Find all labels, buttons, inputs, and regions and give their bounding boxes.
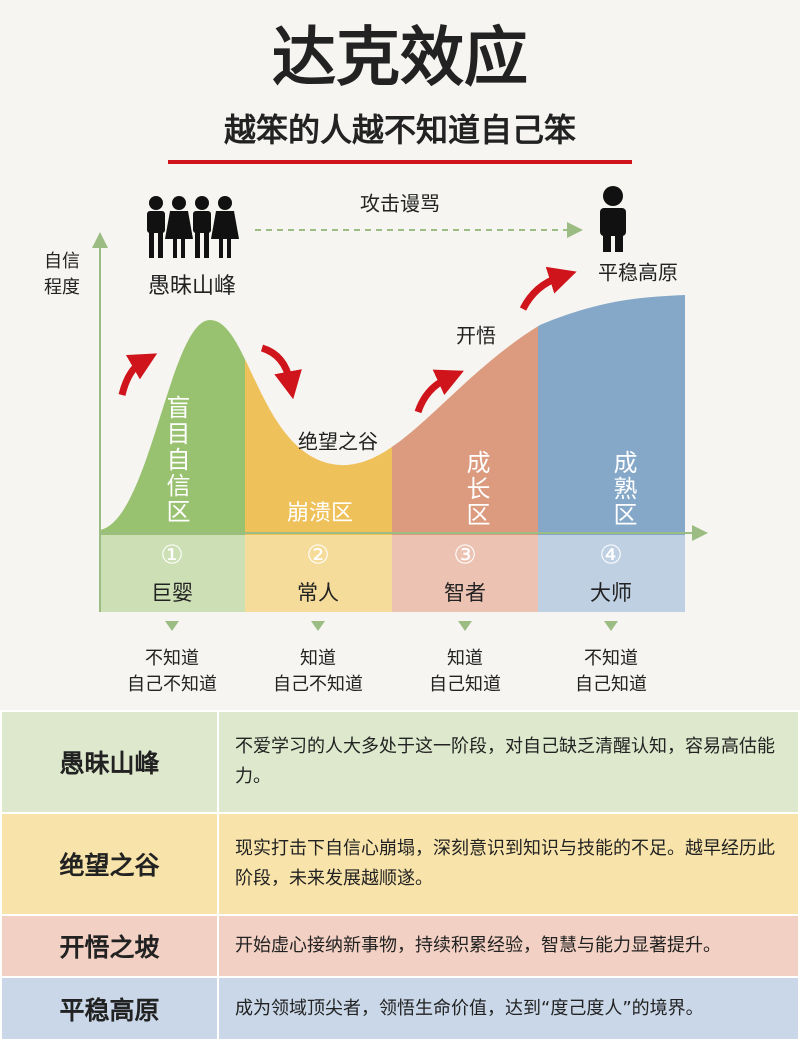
stage-name: 平稳高原 — [0, 976, 219, 1041]
shape — [603, 232, 611, 252]
awareness-line: 知道 — [447, 648, 483, 669]
awareness-line: 自己不知道 — [127, 674, 217, 695]
zone-number: ③ — [453, 541, 476, 571]
shape — [603, 186, 623, 206]
shape — [211, 211, 239, 239]
stage-description: 现实打击下自信心崩塌，深刻意识到知识与技能的不足。越早经历此阶段，未来发展越顺遂… — [217, 811, 800, 916]
band — [100, 535, 245, 612]
table-row: 愚昧山峰 不爱学习的人大多处于这一阶段，对自己缺乏清醒认知，容易高估能力。 — [0, 710, 800, 814]
pointer — [458, 621, 472, 631]
pointer — [604, 621, 618, 631]
subtitle: 越笨的人越不知道自己笨 — [224, 111, 576, 149]
shape — [195, 196, 209, 210]
table-row: 开悟之坡 开始虚心接纳新事物，持续积累经验，智慧与能力显著提升。 — [0, 913, 800, 979]
band — [245, 535, 392, 612]
stage-description: 成为领域顶尖者，领悟生命价值，达到“度己度人”的境界。 — [217, 976, 800, 1041]
band — [538, 535, 685, 612]
zone-role: 巨婴 — [151, 581, 193, 605]
zone-role: 智者 — [444, 581, 486, 605]
stage-name: 开悟之坡 — [0, 913, 219, 979]
shape — [519, 266, 577, 311]
shape — [600, 208, 626, 236]
shape — [172, 196, 186, 210]
person-icon — [600, 186, 626, 252]
title: 达克效应 — [272, 22, 528, 96]
crowd-icon — [147, 196, 239, 258]
red-arrows — [118, 266, 577, 414]
shape — [158, 230, 163, 258]
curve-label: 开悟 — [456, 324, 496, 348]
pointer — [311, 621, 325, 631]
shape — [149, 230, 154, 258]
stage-name: 绝望之谷 — [0, 811, 219, 916]
shape — [218, 196, 232, 210]
shape — [227, 236, 231, 258]
shape — [193, 211, 211, 233]
stage-table: 愚昧山峰 不爱学习的人大多处于这一阶段，对自己缺乏清醒认知，容易高估能力。 绝望之谷… — [0, 710, 800, 1041]
shape — [118, 353, 158, 396]
y-axis-label: 自信 — [44, 251, 80, 272]
zone-fill — [538, 295, 685, 535]
awareness-line: 不知道 — [584, 648, 638, 669]
stage-name: 愚昧山峰 — [0, 710, 219, 814]
table-row: 平稳高原 成为领域顶尖者，领悟生命价值，达到“度己度人”的境界。 — [0, 976, 800, 1041]
zone-name: 成长区 — [462, 450, 490, 528]
zone-name: 盲目自信区 — [162, 395, 190, 525]
shape — [165, 211, 193, 239]
curve-label: 平稳高原 — [598, 261, 678, 285]
attack-label: 攻击谩骂 — [360, 192, 440, 216]
pointer — [165, 621, 179, 631]
shape — [219, 236, 223, 258]
awareness-line: 自己知道 — [575, 674, 647, 695]
zone-number: ② — [306, 541, 329, 571]
table-row: 绝望之谷 现实打击下自信心崩塌，深刻意识到知识与技能的不足。越早经历此阶段，未来发… — [0, 811, 800, 916]
shape — [149, 196, 163, 210]
stage-description: 不爱学习的人大多处于这一阶段，对自己缺乏清醒认知，容易高估能力。 — [217, 710, 800, 814]
stage-description: 开始虚心接纳新事物，持续积累经验，智慧与能力显著提升。 — [217, 913, 800, 979]
curve-label: 绝望之谷 — [298, 430, 378, 454]
shape — [414, 369, 464, 414]
shape — [204, 230, 209, 258]
zone-number: ① — [160, 541, 183, 571]
awareness-line: 知道 — [300, 648, 336, 669]
awareness-line: 自己知道 — [429, 674, 501, 695]
band — [392, 535, 538, 612]
awareness-line: 不知道 — [145, 648, 199, 669]
zone-number: ④ — [599, 541, 622, 571]
zone-role: 常人 — [297, 581, 339, 605]
shape — [147, 211, 165, 233]
zone-name: 成熟区 — [609, 450, 637, 528]
zone-role: 大师 — [590, 581, 632, 605]
shape — [173, 236, 177, 258]
shape — [181, 236, 185, 258]
zone-name: 崩溃区 — [287, 501, 353, 526]
awareness-line: 自己不知道 — [273, 674, 363, 695]
shape — [615, 232, 623, 252]
shape: 愚昧山峰 不爱学习的人大多处于这一阶段，对自己缺乏清醒认知，容易高估能力。 绝望之谷… — [0, 710, 800, 1041]
y-axis-label: 程度 — [44, 277, 80, 298]
diagram: 达克效应 越笨的人越不知道自己笨 自信 程度 攻击谩骂 愚昧山峰 绝望之谷 开悟… — [44, 22, 708, 696]
shape — [195, 230, 200, 258]
curve-label: 愚昧山峰 — [148, 274, 236, 299]
shape — [260, 344, 302, 400]
